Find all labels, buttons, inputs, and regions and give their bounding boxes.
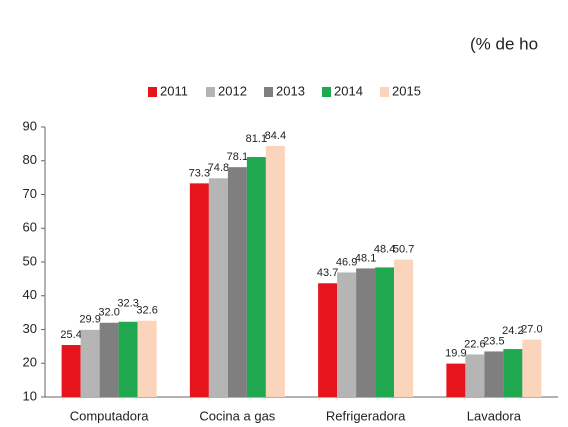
y-tick-label: 60 xyxy=(23,220,37,235)
value-label: 23.5 xyxy=(483,335,504,347)
value-label: 27.0 xyxy=(521,324,542,336)
bar xyxy=(227,167,247,397)
bar xyxy=(337,272,357,397)
bar xyxy=(522,339,542,397)
bar xyxy=(189,183,209,397)
value-label: 78.1 xyxy=(227,151,248,163)
value-label: 50.7 xyxy=(393,244,414,256)
y-tick-label: 40 xyxy=(23,287,37,302)
bar xyxy=(484,351,504,397)
x-tick-label: Lavadora xyxy=(467,408,522,423)
value-label: 43.7 xyxy=(317,267,338,279)
bar xyxy=(80,329,100,397)
value-label: 48.1 xyxy=(355,252,376,264)
legend-swatch xyxy=(206,87,215,97)
value-label: 32.6 xyxy=(136,305,157,317)
bar xyxy=(265,145,285,397)
subtitle: (% de ho xyxy=(470,34,538,53)
legend-label: 2015 xyxy=(392,83,421,98)
legend-swatch xyxy=(322,87,331,97)
bar xyxy=(118,321,138,397)
value-label: 84.4 xyxy=(265,130,286,142)
y-tick-label: 70 xyxy=(23,186,37,201)
bar xyxy=(61,345,81,397)
x-tick-label: Refrigeradora xyxy=(326,408,406,423)
y-tick-label: 80 xyxy=(23,152,37,167)
legend-label: 2011 xyxy=(160,83,188,98)
bar xyxy=(465,354,485,397)
x-tick-label: Computadora xyxy=(70,408,150,423)
bar xyxy=(246,157,266,397)
y-tick-label: 90 xyxy=(23,118,37,133)
bar xyxy=(503,349,523,397)
y-tick-label: 30 xyxy=(23,321,37,336)
bar xyxy=(375,267,395,397)
value-label: 19.9 xyxy=(445,347,466,359)
legend-swatch xyxy=(148,87,157,97)
x-tick-label: Cocina a gas xyxy=(199,408,275,423)
value-label: 22.6 xyxy=(464,338,485,350)
y-tick-label: 50 xyxy=(23,253,37,268)
bar xyxy=(137,320,157,397)
legend-swatch xyxy=(380,87,389,97)
legend-label: 2013 xyxy=(276,83,305,98)
bar xyxy=(99,322,119,397)
y-tick-label: 20 xyxy=(23,355,37,370)
bar xyxy=(318,283,338,397)
value-label: 32.0 xyxy=(98,307,119,319)
value-label: 46.9 xyxy=(336,256,357,268)
value-label: 74.8 xyxy=(208,162,229,174)
value-label: 29.9 xyxy=(79,314,100,326)
legend-label: 2012 xyxy=(218,83,247,98)
legend-label: 2014 xyxy=(334,83,363,98)
value-label: 73.3 xyxy=(189,167,210,179)
value-label: 25.4 xyxy=(60,329,81,341)
bar xyxy=(356,268,376,397)
value-label: 81.1 xyxy=(246,133,267,145)
y-tick-label: 10 xyxy=(23,388,37,403)
bar xyxy=(208,178,228,397)
value-label: 24.2 xyxy=(502,325,523,337)
legend-swatch xyxy=(264,87,273,97)
value-label: 48.4 xyxy=(374,243,395,255)
value-label: 32.3 xyxy=(117,298,138,310)
bar xyxy=(394,259,414,397)
bar xyxy=(446,363,466,397)
